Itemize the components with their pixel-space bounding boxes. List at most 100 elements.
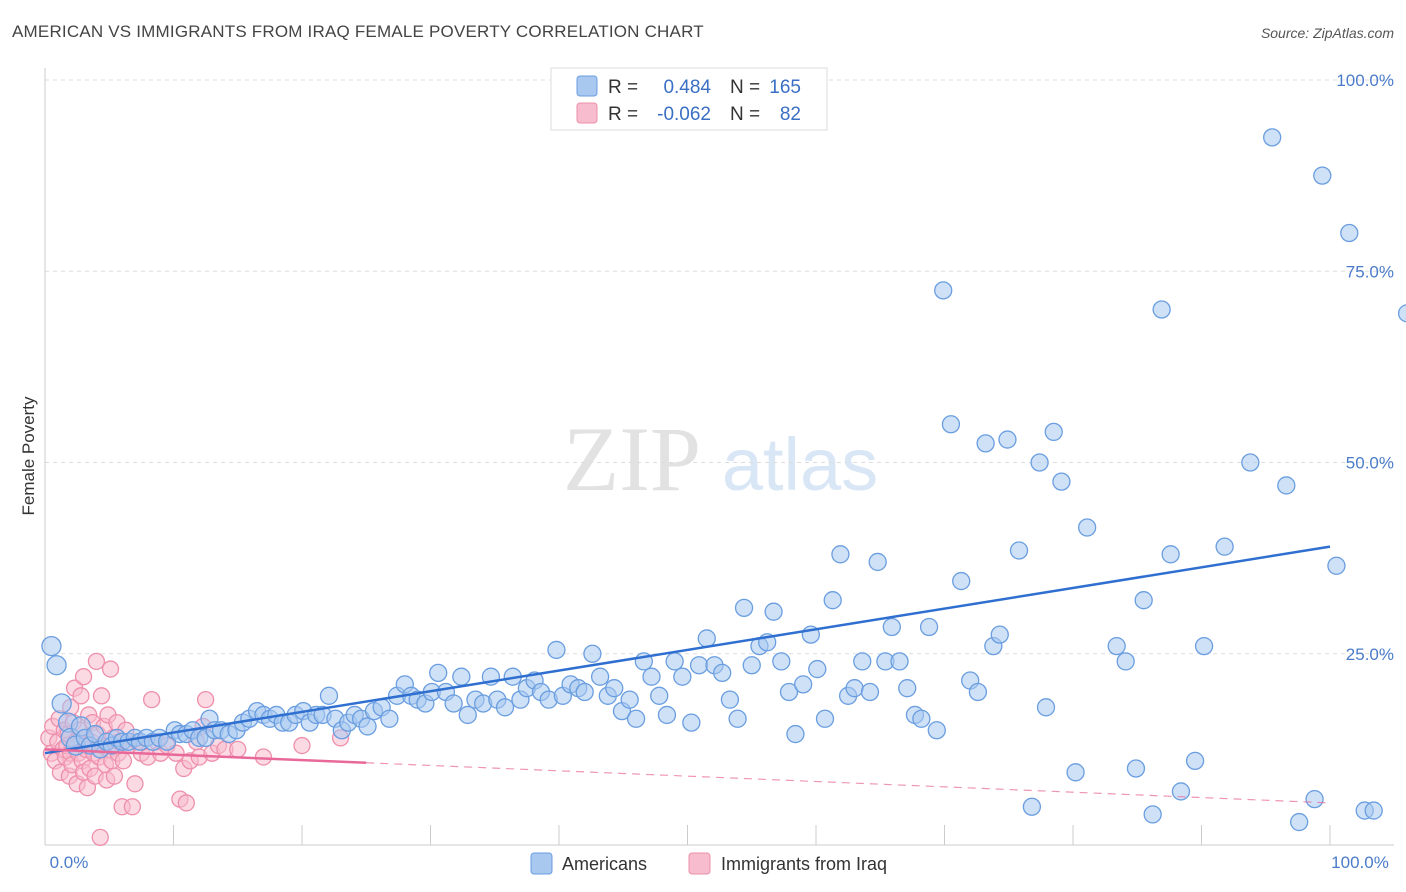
americans-point-103 xyxy=(734,598,754,617)
americans-point-62 xyxy=(429,663,448,683)
bottom-legend-americans: Americans xyxy=(562,854,647,874)
americans-point-135 xyxy=(976,434,995,453)
legend-n-label-2: N = xyxy=(730,104,760,125)
americans-point-157 xyxy=(1215,537,1234,556)
americans-point-121 xyxy=(868,552,887,572)
americans-point-130 xyxy=(934,281,953,300)
americans-point-168 xyxy=(1397,304,1406,323)
americans-point-113 xyxy=(808,659,827,679)
americans-point-154 xyxy=(1171,782,1191,801)
americans-point-123 xyxy=(882,617,901,637)
americans-point-127 xyxy=(912,709,931,728)
iraq-point-54 xyxy=(114,752,133,770)
legend-n-label-1: N = xyxy=(730,77,760,98)
americans-point-142 xyxy=(1036,698,1056,717)
americans-point-96 xyxy=(682,713,701,732)
americans-point-153 xyxy=(1161,545,1180,564)
americans-point-134 xyxy=(968,682,988,702)
americans-point-164 xyxy=(1327,556,1346,575)
iraq-point-78 xyxy=(229,740,247,759)
americans-point-88 xyxy=(620,690,639,709)
americans-point-116 xyxy=(831,545,850,564)
americans-point-159 xyxy=(1263,128,1282,147)
americans-point-101 xyxy=(720,690,740,709)
iraq-point-49 xyxy=(105,767,124,785)
americans-point-92 xyxy=(650,686,669,705)
americans-point-52 xyxy=(358,717,377,736)
americans-point-100 xyxy=(713,663,732,683)
americans-point-138 xyxy=(998,430,1017,449)
americans-point-109 xyxy=(779,682,799,702)
americans-point-144 xyxy=(1052,472,1071,491)
americans-point-143 xyxy=(1044,422,1063,442)
watermark: ZIP atlas xyxy=(563,408,878,510)
americans-point-95 xyxy=(673,667,692,686)
iraq-point-38 xyxy=(91,828,109,846)
americans-point-104 xyxy=(742,656,761,675)
americans-point-141 xyxy=(1030,453,1049,472)
americans-point-137 xyxy=(990,625,1009,644)
stats-legend: R = 0.484 N = 165 R = -0.062 N = 82 xyxy=(550,67,828,131)
americans-point-132 xyxy=(952,571,971,591)
americans-point-160 xyxy=(1277,476,1296,495)
americans-point-163 xyxy=(1313,166,1332,185)
americans-points xyxy=(41,128,1406,832)
americans-point-78 xyxy=(547,640,566,660)
americans-point-111 xyxy=(794,675,813,694)
iraq-trendline-solid xyxy=(44,748,367,765)
y-tick-label-75: 75.0% xyxy=(1346,262,1394,281)
iraq-point-22 xyxy=(72,687,90,705)
bottom-legend-iraq: Immigrants from Iraq xyxy=(721,854,887,874)
americans-point-158 xyxy=(1241,453,1260,472)
iraq-point-69 xyxy=(177,794,196,812)
bottom-legend-swatch-iraq xyxy=(688,852,711,875)
bottom-legend-swatch-americans xyxy=(530,852,553,875)
legend-swatch-americans xyxy=(576,75,598,97)
americans-point-1 xyxy=(46,655,67,676)
americans-point-102 xyxy=(728,709,747,728)
americans-trendline xyxy=(44,545,1331,755)
americans-point-128 xyxy=(919,617,939,637)
americans-point-162 xyxy=(1305,789,1324,809)
x-tick-label-100: 100.0% xyxy=(1331,853,1389,872)
americans-point-65 xyxy=(452,667,471,686)
legend-r-label-1: R = xyxy=(608,77,638,98)
americans-point-152 xyxy=(1152,300,1171,319)
y-axis-label: Female Poverty xyxy=(19,396,38,516)
axes xyxy=(44,68,1394,846)
americans-point-64 xyxy=(444,694,463,713)
americans-point-84 xyxy=(590,667,610,686)
americans-point-89 xyxy=(626,709,646,728)
americans-point-66 xyxy=(458,705,477,725)
legend-n-value-americans: 165 xyxy=(769,77,801,98)
iraq-trendline-dashed xyxy=(366,762,1331,804)
iraq-point-39 xyxy=(92,687,111,705)
americans-point-146 xyxy=(1077,518,1097,537)
iraq-point-57 xyxy=(123,798,142,816)
americans-point-115 xyxy=(823,591,842,610)
americans-point-131 xyxy=(941,415,961,434)
americans-point-156 xyxy=(1194,636,1214,656)
series-legend: Americans Immigrants from Iraq xyxy=(530,852,887,875)
americans-point-165 xyxy=(1340,223,1359,243)
americans-point-150 xyxy=(1134,591,1153,610)
americans-point-124 xyxy=(890,652,909,671)
americans-point-86 xyxy=(605,679,624,698)
americans-point-71 xyxy=(495,698,515,717)
americans-point-118 xyxy=(845,679,864,698)
americans-point-83 xyxy=(583,644,602,663)
americans-point-98 xyxy=(697,629,716,648)
iraq-point-80 xyxy=(293,736,311,755)
legend-n-value-iraq: 82 xyxy=(780,104,801,125)
y-tick-label-50: 50.0% xyxy=(1346,454,1394,473)
legend-r-label-2: R = xyxy=(608,104,638,125)
y-tick-label-25: 25.0% xyxy=(1346,645,1394,664)
americans-point-155 xyxy=(1185,751,1205,770)
americans-point-139 xyxy=(1009,541,1029,560)
trendlines xyxy=(44,545,1331,804)
americans-point-94 xyxy=(665,652,684,671)
americans-point-149 xyxy=(1126,759,1146,778)
watermark-atlas: atlas xyxy=(722,423,878,506)
americans-point-110 xyxy=(786,724,805,744)
